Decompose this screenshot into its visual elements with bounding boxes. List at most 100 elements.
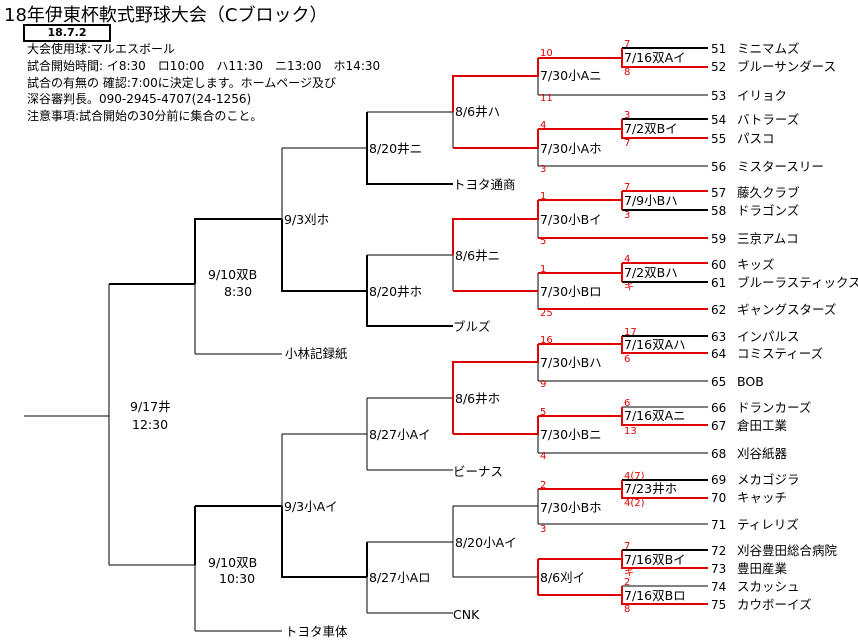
seeded-team-name: ビーナス	[453, 464, 503, 479]
match-label: 7/16双Aハ	[624, 337, 686, 352]
team-name: メカゴジラ	[737, 472, 800, 487]
match-time: 10:30	[219, 571, 255, 586]
team-name: ブルーサンダース	[737, 59, 836, 74]
match-time: 8:30	[224, 284, 252, 299]
score: 1	[540, 264, 546, 275]
seeded-team-name: トヨタ車体	[285, 624, 348, 639]
match-label: 7/30小Bロ	[540, 284, 602, 299]
seeded-team-list: トヨタ通商 ブルズ 小林記録紙 ビーナス CNK トヨタ車体	[285, 177, 516, 639]
info-contact: 深谷審判長。090-2945-4707(24-1256)	[27, 92, 252, 107]
team-seed: 69	[711, 473, 726, 487]
team-name: ティレリズ	[737, 517, 799, 532]
team-name: 倉田工業	[737, 418, 788, 433]
score: 4(7)	[624, 471, 645, 482]
team-name: イリョク	[737, 88, 787, 103]
team-seed: 73	[711, 562, 726, 576]
match-time: 12:30	[132, 417, 168, 432]
team-seed: 61	[711, 276, 726, 290]
match-label: 8/6刈イ	[540, 570, 585, 585]
team-seed: 53	[711, 89, 726, 103]
match-label: 7/30小Aニ	[540, 68, 602, 83]
match-label: 7/23井ホ	[624, 481, 677, 496]
match-label: 8/27小Aイ	[369, 427, 431, 442]
seeded-team-name: 小林記録紙	[285, 346, 348, 361]
match-label: 8/27小Aロ	[369, 570, 431, 585]
info-times: 試合開始時間: イ8:30 ロ10:00 ハ11:30 ニ13:00 ホ14:3…	[27, 58, 381, 73]
score: 4	[540, 451, 546, 462]
winner-paths-red	[452, 48, 708, 605]
team-name: カウボーイズ	[737, 597, 812, 612]
team-seed: 57	[711, 186, 726, 200]
score: 6	[624, 354, 630, 365]
score: 5	[540, 407, 546, 418]
info-confirm: 試合の有無の 確認:7:00に決定します。ホームページ及び	[27, 75, 337, 90]
team-name: 刈谷豊田総合病院	[737, 543, 838, 558]
team-seed: 51	[711, 42, 726, 56]
match-label: 7/2双Bイ	[624, 121, 678, 136]
team-seed: 55	[711, 132, 726, 146]
team-seed: 58	[711, 204, 726, 218]
team-name: BOB	[737, 374, 764, 389]
match-label: 7/30小Bホ	[540, 500, 602, 515]
score: 5	[540, 236, 546, 247]
team-name: ドラゴンズ	[737, 203, 799, 218]
match-label: 7/16双Bイ	[624, 552, 686, 567]
score: 13	[624, 426, 637, 437]
match-label: 7/30小Aホ	[540, 141, 602, 156]
score: キ	[624, 568, 634, 579]
score: 1	[540, 191, 546, 202]
score: 7	[624, 138, 630, 149]
team-seed: 59	[711, 232, 726, 246]
score: キ	[624, 282, 634, 293]
info-notes: 注意事項:試合開始の30分前に集合のこと。	[27, 109, 263, 124]
team-seed: 60	[711, 258, 726, 272]
team-seed: 66	[711, 401, 726, 415]
team-name: コミスティーズ	[737, 346, 823, 361]
score: 7	[624, 541, 630, 552]
team-seed: 52	[711, 60, 726, 74]
score: 25	[540, 308, 553, 319]
score: 3	[540, 164, 546, 175]
team-name: ブルーラスティックス	[737, 275, 858, 290]
score: 16	[540, 335, 553, 346]
team-seed: 65	[711, 375, 726, 389]
score: 17	[624, 327, 637, 338]
team-seed: 63	[711, 330, 726, 344]
match-label: 7/16双Aイ	[624, 50, 686, 65]
seeded-team-name: トヨタ通商	[453, 177, 516, 192]
score: 8	[624, 67, 630, 78]
match-label: 8/6井ニ	[455, 248, 500, 263]
match-label: 7/30小Bイ	[540, 212, 602, 227]
score-labels: 10 11 4 3 1 5 1 25 16 9 5 4 2 3 7 8 3 7 …	[540, 39, 645, 615]
team-seed: 75	[711, 598, 726, 612]
team-name: ミニマムズ	[737, 41, 800, 56]
match-label: 8/20井ホ	[369, 284, 422, 299]
match-label: 9/3刈ホ	[284, 212, 329, 227]
match-label: 7/16双Bロ	[624, 588, 686, 603]
match-label: 9/3小Aイ	[284, 499, 338, 514]
score: 8	[624, 604, 630, 615]
team-list: 51 ミニマムズ 52 ブルーサンダース 53 イリョク 54 バトラーズ 55…	[711, 41, 858, 612]
match-label: 7/16双Aニ	[624, 408, 686, 423]
team-name: キャッチ	[737, 490, 787, 505]
team-seed: 64	[711, 347, 726, 361]
match-label: 9/17井	[130, 399, 171, 414]
team-name: 三京アムコ	[737, 231, 799, 246]
team-name: キッズ	[737, 257, 775, 272]
team-name: 豊田産業	[737, 561, 788, 576]
team-seed: 56	[711, 160, 726, 174]
team-name: 藤久クラブ	[737, 185, 800, 200]
seeded-team-name: ブルズ	[453, 319, 491, 334]
score: 10	[540, 48, 553, 59]
team-name: ギャングスターズ	[737, 302, 836, 317]
match-label: 7/9小Bハ	[624, 193, 678, 208]
team-seed: 74	[711, 580, 726, 594]
team-name: インパルス	[737, 329, 800, 344]
score: 6	[624, 398, 630, 409]
team-name: バトラーズ	[737, 112, 799, 127]
team-name: パスコ	[737, 131, 775, 146]
score: 3	[624, 110, 630, 121]
match-label: 9/10双B	[208, 555, 257, 570]
score: 3	[540, 524, 546, 535]
